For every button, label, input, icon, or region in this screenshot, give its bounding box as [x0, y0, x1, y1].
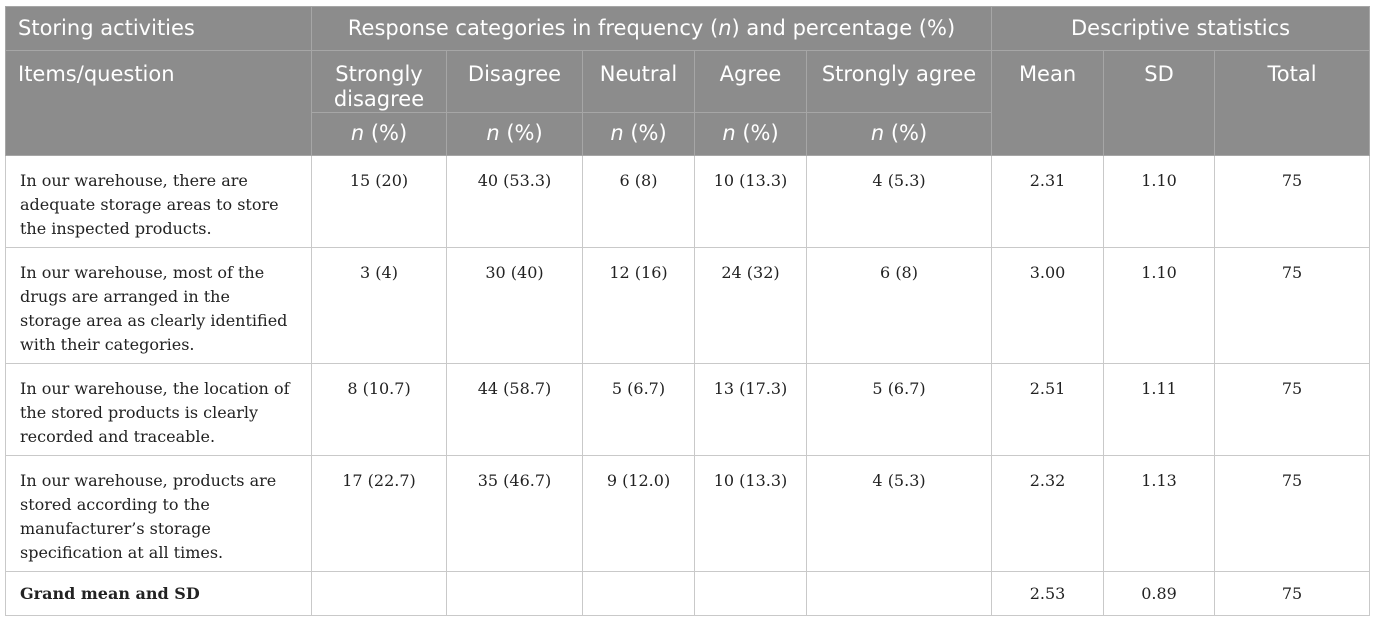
header-total: Total: [1214, 50, 1371, 156]
cell-sd: 1.11: [1103, 363, 1216, 456]
grand-row: Grand mean and SD 2.53 0.89 75: [5, 571, 1371, 616]
grand-mean: 2.53: [991, 571, 1105, 616]
header-response-prefix: Response categories in frequency (: [347, 16, 719, 40]
cell-empty: [582, 571, 695, 616]
cell-mean: 2.32: [991, 455, 1105, 572]
cell-neutral: 12 (16): [582, 247, 695, 364]
cell-empty: [311, 571, 447, 616]
table-body: In our warehouse, there are adequate sto…: [5, 155, 1371, 616]
cell-agree: 10 (13.3): [694, 455, 807, 572]
cell-empty: [694, 571, 807, 616]
table-row: In our warehouse, the location of the st…: [5, 363, 1371, 456]
table-row: In our warehouse, there are adequate sto…: [5, 155, 1371, 248]
cell-mean: 3.00: [991, 247, 1105, 364]
storing-activities-table: Storing activities Response categories i…: [5, 6, 1371, 616]
header-response-suffix: ) and percentage (%): [731, 16, 956, 40]
cell-empty: [805, 571, 993, 616]
header-response-categories: Response categories in frequency (n) and…: [310, 6, 993, 51]
cell-total: 75: [1214, 455, 1371, 572]
header-response-n: n: [718, 16, 732, 40]
cell-sd: 1.10: [1103, 247, 1216, 364]
header-strongly-disagree: Strongly disagree: [311, 50, 447, 113]
header-descriptive-statistics: Descriptive statistics: [991, 6, 1371, 51]
table-row: In our warehouse, products are stored ac…: [5, 455, 1371, 572]
header-storing-activities: Storing activities: [5, 6, 312, 51]
cell-agree: 10 (13.3): [694, 155, 807, 248]
row-item: In our warehouse, there are adequate sto…: [5, 155, 312, 248]
cell-disagree: 35 (46.7): [446, 455, 583, 572]
cell-strongly-agree: 5 (6.7): [805, 363, 993, 456]
header-n-pct: n (%): [582, 112, 695, 156]
header-n-pct: n (%): [446, 112, 583, 156]
cell-disagree: 30 (40): [446, 247, 583, 364]
cell-neutral: 6 (8): [582, 155, 695, 248]
cell-mean: 2.31: [991, 155, 1105, 248]
header-sd: SD: [1103, 50, 1216, 156]
header-n-pct: n (%): [694, 112, 807, 156]
cell-total: 75: [1214, 247, 1371, 364]
cell-strongly-disagree: 17 (22.7): [311, 455, 447, 572]
header-mean: Mean: [991, 50, 1105, 156]
header-strongly-agree: Strongly agree: [805, 50, 993, 113]
cell-total: 75: [1214, 155, 1371, 248]
cell-disagree: 40 (53.3): [446, 155, 583, 248]
cell-disagree: 44 (58.7): [446, 363, 583, 456]
cell-mean: 2.51: [991, 363, 1105, 456]
cell-strongly-disagree: 15 (20): [311, 155, 447, 248]
grand-sd: 0.89: [1103, 571, 1216, 616]
table-header: Storing activities Response categories i…: [5, 6, 1371, 156]
header-items-question: Items/question: [5, 50, 312, 156]
header-agree: Agree: [694, 50, 807, 113]
cell-empty: [446, 571, 583, 616]
cell-agree: 13 (17.3): [694, 363, 807, 456]
cell-neutral: 5 (6.7): [582, 363, 695, 456]
row-item: In our warehouse, the location of the st…: [5, 363, 312, 456]
cell-agree: 24 (32): [694, 247, 807, 364]
header-neutral: Neutral: [582, 50, 695, 113]
cell-strongly-agree: 6 (8): [805, 247, 993, 364]
cell-strongly-disagree: 3 (4): [311, 247, 447, 364]
header-n-pct: n (%): [805, 112, 993, 156]
header-disagree: Disagree: [446, 50, 583, 113]
grand-total: 75: [1214, 571, 1371, 616]
grand-label: Grand mean and SD: [5, 571, 312, 616]
cell-sd: 1.13: [1103, 455, 1216, 572]
row-item: In our warehouse, most of the drugs are …: [5, 247, 312, 364]
cell-strongly-disagree: 8 (10.7): [311, 363, 447, 456]
cell-neutral: 9 (12.0): [582, 455, 695, 572]
cell-strongly-agree: 4 (5.3): [805, 455, 993, 572]
row-item: In our warehouse, products are stored ac…: [5, 455, 312, 572]
cell-total: 75: [1214, 363, 1371, 456]
table-row: In our warehouse, most of the drugs are …: [5, 247, 1371, 364]
cell-strongly-agree: 4 (5.3): [805, 155, 993, 248]
header-n-pct: n (%): [311, 112, 447, 156]
cell-sd: 1.10: [1103, 155, 1216, 248]
